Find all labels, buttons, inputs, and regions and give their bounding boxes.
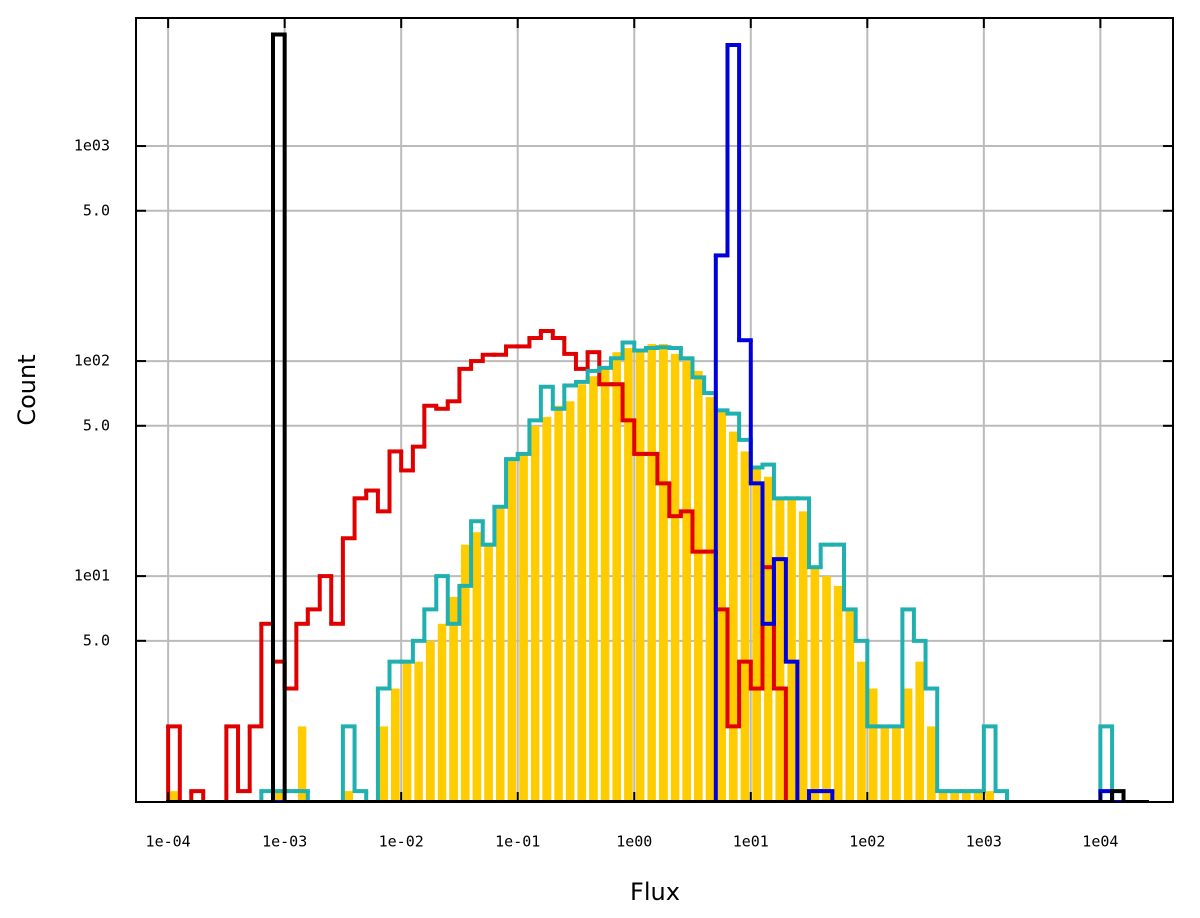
histogram-bar bbox=[857, 661, 866, 802]
histogram-bar bbox=[624, 348, 633, 802]
histogram-bar bbox=[938, 791, 948, 802]
x-tick-label: 1e-02 bbox=[379, 833, 424, 851]
histogram-bar bbox=[915, 661, 925, 802]
histogram-bar bbox=[927, 726, 936, 802]
histogram-bar bbox=[880, 726, 889, 802]
y-tick-label: 1e02 bbox=[74, 352, 110, 370]
histogram-bar bbox=[763, 476, 773, 802]
histogram-bar bbox=[379, 726, 389, 802]
y-tick-label: 5.0 bbox=[83, 631, 110, 649]
histogram-bar bbox=[589, 376, 598, 802]
histogram-bar bbox=[868, 688, 878, 802]
histogram-bar bbox=[554, 405, 563, 802]
histogram-bar bbox=[565, 401, 575, 802]
histogram-bar bbox=[635, 350, 645, 802]
histogram-bar bbox=[670, 353, 680, 802]
histogram-bar bbox=[740, 451, 750, 802]
x-tick-label: 1e01 bbox=[733, 833, 769, 851]
histogram-bar bbox=[891, 726, 901, 802]
histogram-bar bbox=[705, 397, 715, 802]
histogram-bar bbox=[787, 498, 796, 802]
x-tick-label: 1e03 bbox=[966, 833, 1002, 851]
histogram-bar bbox=[985, 791, 995, 802]
histogram-bar bbox=[810, 567, 820, 802]
plot-frame bbox=[135, 17, 1174, 803]
histogram-bar bbox=[297, 726, 307, 802]
histogram-bar bbox=[449, 596, 458, 802]
y-axis-label: Count bbox=[13, 354, 41, 425]
x-tick-label: 1e-03 bbox=[262, 833, 307, 851]
histogram-bar bbox=[414, 661, 423, 802]
histogram-bar bbox=[903, 688, 913, 802]
labels: 1e-04 1e-03 1e-02 1e-01 1e00 1e01 1e02 1e03 1e04… bbox=[74, 18, 1173, 851]
histogram-bar bbox=[425, 640, 435, 802]
x-tick-label: 1e00 bbox=[616, 833, 652, 851]
histogram-bar bbox=[845, 609, 855, 802]
step-connector bbox=[270, 34, 1126, 802]
histogram-bar bbox=[612, 352, 622, 802]
histogram-bar bbox=[472, 532, 482, 802]
histogram-bar bbox=[519, 453, 528, 802]
histogram-bar bbox=[647, 344, 656, 802]
histogram-bar bbox=[577, 384, 587, 802]
plot-area bbox=[166, 32, 1149, 802]
x-tick-label: 1e04 bbox=[1082, 833, 1118, 851]
histogram-bar bbox=[658, 344, 668, 802]
histogram-bar bbox=[530, 425, 540, 802]
histogram-bar bbox=[507, 459, 517, 802]
histogram-bar bbox=[274, 791, 284, 802]
histogram-bar bbox=[600, 367, 610, 802]
histogram-bar bbox=[775, 498, 785, 802]
histogram-bar bbox=[962, 791, 971, 802]
histogram-bar bbox=[728, 431, 738, 802]
histogram-bar bbox=[169, 791, 179, 802]
y-tick-label: 5.0 bbox=[83, 201, 110, 219]
histogram-bar bbox=[752, 467, 761, 802]
x-tick-label: 1e-04 bbox=[146, 833, 191, 851]
histogram-bar bbox=[717, 408, 726, 802]
histogram-bar bbox=[460, 544, 470, 802]
histogram-bar bbox=[402, 661, 412, 802]
y-tick-label: 5.0 bbox=[83, 416, 110, 434]
histogram-bar bbox=[542, 416, 552, 802]
x-tick-label: 1e-01 bbox=[495, 833, 540, 851]
x-axis-label: Flux bbox=[630, 878, 680, 906]
histogram-bar bbox=[437, 623, 447, 802]
histogram-bar bbox=[973, 791, 983, 802]
histogram-bar bbox=[495, 506, 505, 802]
histogram-bar bbox=[822, 576, 831, 802]
histogram-bar bbox=[833, 585, 843, 802]
histogram-bar bbox=[798, 511, 808, 802]
x-tick-label: 1e02 bbox=[849, 833, 885, 851]
histogram-bar bbox=[484, 544, 493, 802]
y-tick-label: 1e01 bbox=[74, 567, 110, 585]
histogram-bar bbox=[693, 370, 703, 802]
histogram-bar bbox=[950, 791, 960, 802]
y-tick-label: 1e03 bbox=[74, 137, 110, 155]
histogram-bar bbox=[682, 361, 691, 802]
histogram-bar bbox=[391, 688, 400, 802]
histogram-bar bbox=[344, 791, 354, 802]
